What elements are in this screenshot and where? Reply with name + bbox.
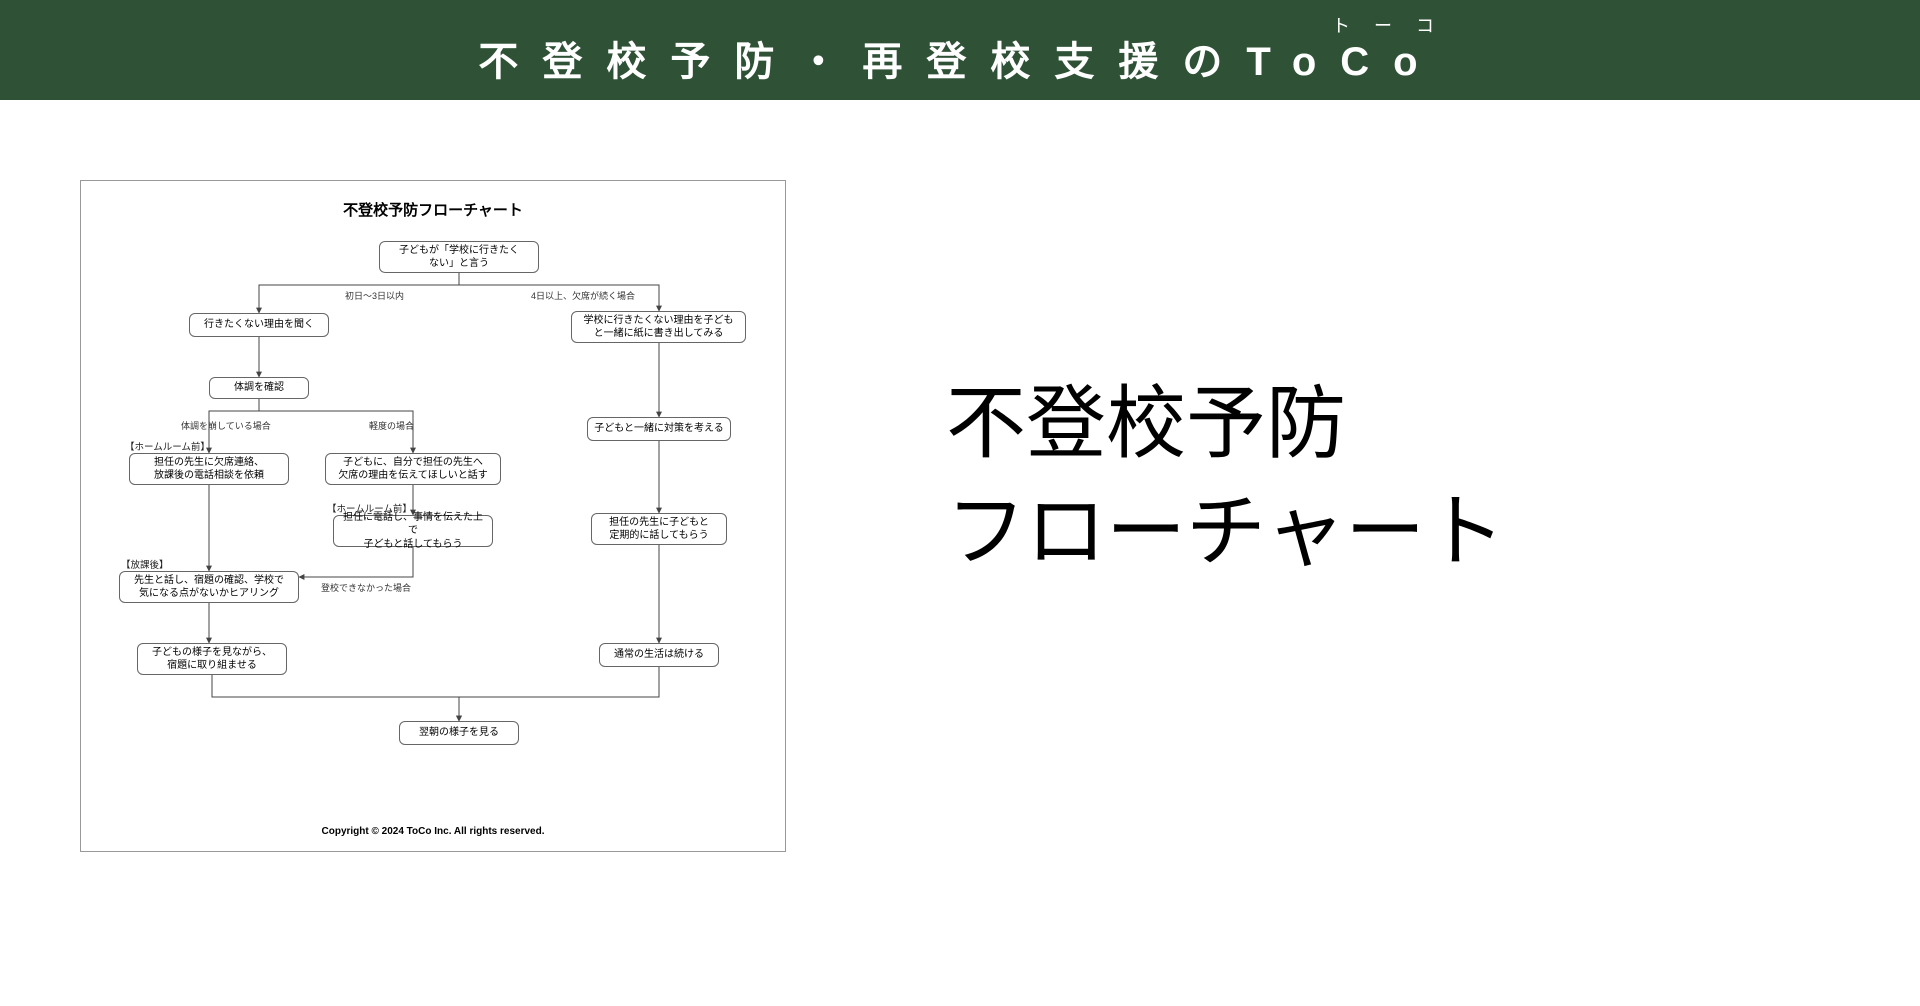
flowchart-node-n_write: 学校に行きたくない理由を子どもと一緒に紙に書き出してみる xyxy=(571,311,746,343)
flowchart-bracket-label: 【ホームルーム前】 xyxy=(125,439,210,453)
page-big-title: 不登校予防 フローチャート xyxy=(946,370,1505,586)
flowchart-panel: 不登校予防フローチャート 子どもが「学校に行きたくない」と言う行きたくない理由を… xyxy=(80,180,786,852)
flowchart-edge xyxy=(299,547,413,577)
flowchart-node-n_life: 通常の生活は続ける xyxy=(599,643,719,667)
flowchart-edge-label: 登校できなかった場合 xyxy=(321,581,411,594)
big-title-line2: フローチャート xyxy=(946,478,1505,586)
flowchart-node-n_plan: 子どもと一緒に対策を考える xyxy=(587,417,731,441)
flowchart-edge-label: 軽度の場合 xyxy=(369,419,414,432)
big-title-line1: 不登校予防 xyxy=(946,370,1505,478)
flowchart-node-n_hw: 子どもの様子を見ながら、宿題に取り組ませる xyxy=(137,643,287,675)
content-area: 不登校予防フローチャート 子どもが「学校に行きたくない」と言う行きたくない理由を… xyxy=(0,100,1920,852)
flowchart-node-start: 子どもが「学校に行きたくない」と言う xyxy=(379,241,539,273)
flowchart-edge xyxy=(459,667,659,721)
flowchart-bracket-label: 【ホームルーム前】 xyxy=(327,501,412,515)
flowchart-edge-label: 体調を崩している場合 xyxy=(181,419,271,432)
page-header: トーコ 不登校予防・再登校支援のToCo xyxy=(0,0,1920,100)
flowchart-node-n_next: 翌朝の様子を見る xyxy=(399,721,519,745)
flowchart-node-n_call1: 担任の先生に欠席連絡、放課後の電話相談を依頼 xyxy=(129,453,289,485)
flowchart-copyright: Copyright © 2024 ToCo Inc. All rights re… xyxy=(81,826,785,837)
header-title: 不登校予防・再登校支援のToCo xyxy=(478,29,1441,87)
flowchart-edge-label: 初日〜3日以内 xyxy=(345,289,404,302)
flowchart-node-n_ask: 行きたくない理由を聞く xyxy=(189,313,329,337)
flowchart-node-n_hear: 先生と話し、宿題の確認、学校で気になる点がないかヒアリング xyxy=(119,571,299,603)
flowchart-node-n_cond: 体調を確認 xyxy=(209,377,309,399)
flowchart-edge-label: 4日以上、欠席が続く場合 xyxy=(531,289,635,302)
flowchart-bracket-label: 【放課後】 xyxy=(121,557,169,571)
flowchart-node-n_tellc: 子どもに、自分で担任の先生へ欠席の理由を伝えてほしいと話す xyxy=(325,453,501,485)
flowchart-node-n_talk: 担任の先生に子どもと定期的に話してもらう xyxy=(591,513,727,545)
flowchart-edge xyxy=(212,675,459,721)
header-ruby: トーコ xyxy=(1332,12,1458,38)
flowchart-node-n_call2: 担任に電話し、事情を伝えた上で子どもと話してもらう xyxy=(333,515,493,547)
